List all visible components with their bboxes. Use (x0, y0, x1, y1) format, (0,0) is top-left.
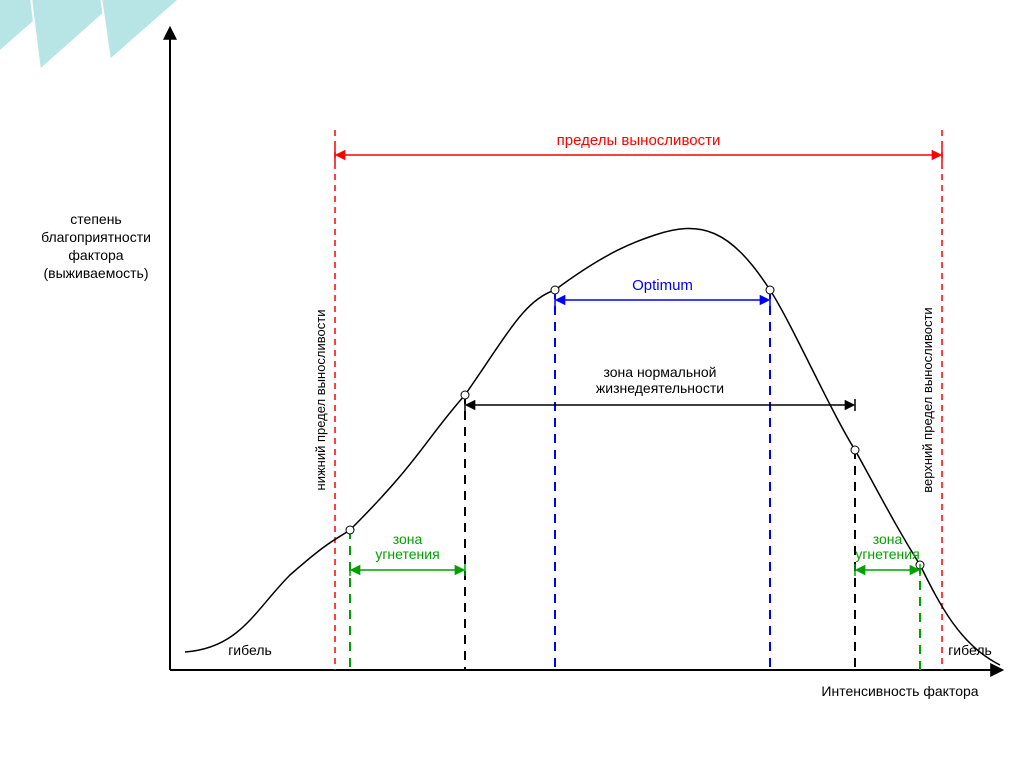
normal-zone-label: жизнедеятельности (596, 380, 724, 396)
oppression-zone-label-left: угнетения (375, 546, 439, 562)
curve-marker (551, 286, 559, 294)
curve-marker (461, 391, 469, 399)
normal-zone-label: зона нормальной (604, 364, 717, 380)
y-axis-label: (выживаемость) (44, 265, 149, 281)
death-label-left: гибель (228, 642, 272, 658)
tolerance-curve (185, 228, 1000, 665)
x-axis-label: Интенсивность фактора (821, 683, 978, 699)
curve-marker (346, 526, 354, 534)
y-axis-label: степень (70, 211, 121, 227)
oppression-zone-label-right: угнетения (855, 546, 919, 562)
page-canvas: степень благоприятности фактора (выживаемос… (0, 0, 1024, 768)
oppression-zone-label-left: зона (393, 531, 423, 547)
upper-tolerance-label: верхний предел выносливости (920, 307, 935, 492)
y-axis-label: благоприятности (41, 229, 151, 245)
oppression-zone-label-right: зона (873, 531, 903, 547)
tolerance-span-label: пределы выносливости (557, 132, 721, 149)
y-axis-label: фактора (68, 247, 123, 263)
tolerance-diagram: степень благоприятности фактора (выживаемос… (0, 0, 1024, 768)
optimum-label: Optimum (632, 277, 693, 294)
curve-marker (851, 446, 859, 454)
lower-tolerance-label: нижний предел выносливости (313, 310, 328, 491)
curve-marker (766, 286, 774, 294)
death-label-right: гибель (948, 642, 992, 658)
